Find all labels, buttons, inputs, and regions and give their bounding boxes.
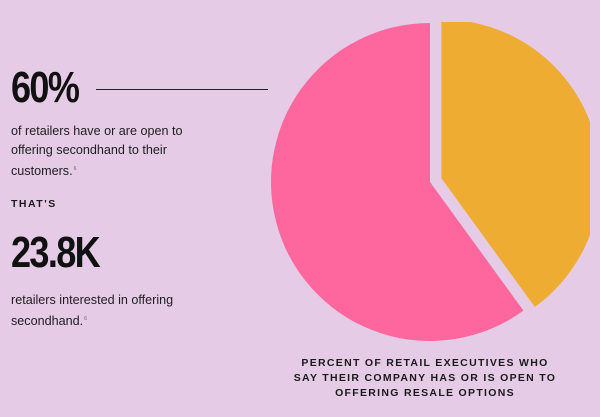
pie-slice-0 [441, 22, 590, 307]
connector-label: THAT'S [11, 198, 57, 210]
stat-value-percent: 60% [11, 63, 80, 112]
footnote-marker-1: 6 [73, 166, 77, 172]
stat-description-2: retailers interested in offering secondh… [11, 291, 186, 331]
pie-slice-1 [270, 23, 524, 341]
footnote-marker-2: 6 [84, 316, 87, 322]
stat-value-count: 23.8K [11, 228, 101, 277]
stat-description-1-text: of retailers have or are open to offerin… [11, 124, 183, 179]
chart-caption: PERCENT OF RETAIL EXECUTIVES WHO SAY THE… [293, 357, 557, 399]
pie-chart [270, 22, 590, 341]
divider-line [96, 89, 268, 90]
stat-description-2-text: retailers interested in offering secondh… [11, 293, 174, 329]
stat-description-1: of retailers have or are open to offerin… [11, 122, 186, 181]
